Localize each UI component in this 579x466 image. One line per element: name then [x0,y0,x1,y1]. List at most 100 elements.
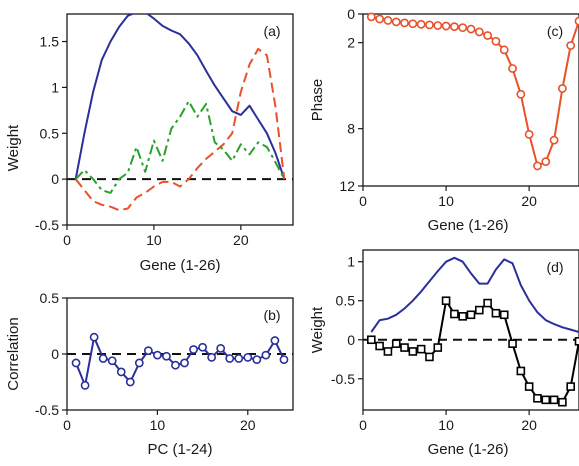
data-point [71,358,81,368]
data-point [508,64,517,73]
y-tick-label: 2 [347,35,355,51]
x-tick-label: 0 [359,417,367,433]
data-point [516,89,526,99]
data-point [89,332,99,342]
panel-b: 0 10 20-0.500.5(b)PC (1-24)Correlation [5,290,294,458]
x-axis-label: Gene (1-26) [428,217,509,234]
plot-frame [362,249,579,411]
x-axis-label: Gene (1-26) [428,441,509,458]
series-line-1 [370,256,579,333]
x-axis-label: Gene (1-26) [140,257,221,274]
y-tick-label: 0.5 [40,125,60,141]
data-point [524,382,534,391]
series-line-1 [371,15,579,167]
data-point [80,380,90,390]
data-point [252,355,262,364]
data-point [243,352,253,362]
data-point [425,20,434,30]
data-point [433,343,443,352]
data-point [483,31,493,40]
x-tick-label: 20 [521,417,537,433]
series-line-2 [74,47,286,212]
data-point [499,310,509,320]
x-tick-label: 20 [233,232,249,248]
data-point [279,355,289,364]
data-point [270,336,280,345]
data-point [566,41,576,50]
series-line-3 [74,100,286,194]
data-point [391,17,401,27]
data-point [566,382,575,391]
data-point [125,377,135,387]
data-point [152,350,162,360]
x-tick-label: 10 [438,193,454,209]
y-tick-label: 1 [51,79,59,95]
plot-frame [362,13,579,187]
y-tick-label: 1 [347,254,355,270]
data-point [491,308,501,318]
panel-d: 0 10 20 -0.5 0 0.5 1 (d) Gene (1-26) Weight [309,249,579,458]
data-point [171,360,180,370]
data-point [375,341,384,351]
data-point [450,309,459,319]
panel-label: (a) [263,23,280,39]
data-point [367,335,376,345]
y-axis-label: Weight [5,124,22,171]
data-point [425,352,434,362]
data-point [162,351,171,361]
data-point [533,393,542,403]
data-point [143,346,153,356]
data-point [458,23,468,33]
series-line-1 [74,14,286,180]
data-point [557,84,567,93]
data-point [225,354,235,363]
panel-label: (c) [547,23,563,39]
data-point [458,312,467,321]
data-point [391,339,401,348]
x-tick-label: 20 [521,193,537,209]
y-tick-label: 0 [51,171,59,187]
data-point [366,12,376,22]
data-point [180,358,189,368]
x-tick-label: 10 [438,417,454,433]
data-point [449,22,459,32]
data-point [216,343,226,353]
panel-label: (d) [546,259,563,275]
data-point [375,14,385,24]
data-point [466,24,476,34]
data-point [475,305,484,315]
data-point [441,21,451,31]
x-axis-label: PC (1-24) [147,441,212,458]
data-point [234,354,244,363]
data-point [483,298,492,308]
data-point [400,18,409,28]
data-point [383,16,393,25]
data-point [516,366,526,376]
data-point [433,21,443,30]
data-point [261,350,271,360]
y-tick-label: 0 [51,346,59,362]
data-point [116,367,126,377]
data-point [574,337,579,346]
y-tick-label: -0.5 [331,371,355,387]
data-point [189,345,198,354]
data-point [107,356,117,366]
data-point [98,354,108,363]
y-tick-label: 1.5 [40,34,60,50]
plot-frame [66,13,294,226]
data-point [408,347,418,356]
data-point [549,135,559,145]
y-axis-label: Correlation [5,317,22,390]
data-point [416,344,426,354]
y-tick-label: 0.5 [40,290,60,306]
data-point [466,310,476,320]
data-point [508,339,517,348]
y-tick-label: 0 [347,332,355,348]
panel-a: 0 10 20-0.500.511.5(a)Gene (1-26)Weight [5,13,294,274]
data-point [558,397,567,407]
data-point [549,395,559,405]
data-point [441,296,451,306]
y-tick-label: 8 [347,121,355,137]
panel-c: 0 10 20 0 2 8 12 (c) Gene (1-26) Phase [309,6,579,234]
